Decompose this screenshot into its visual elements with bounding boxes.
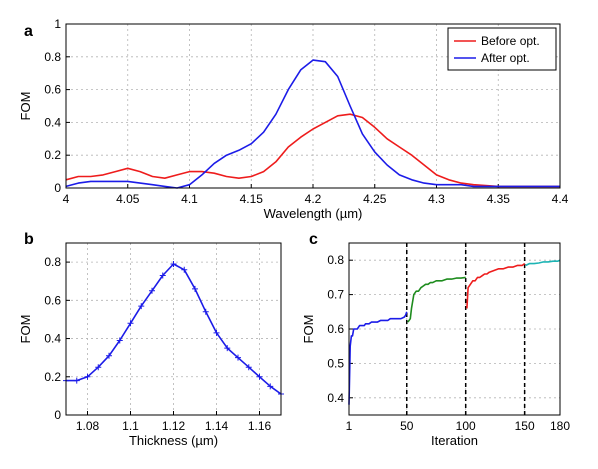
chart-panel-a: 4 4.05 4.1 4.15 4.2 4.25 4.3 4.35 4.4 0 0.2 0.4 0.6 0… (18, 17, 569, 221)
panel-a-x-tick-label: 4.35 (487, 192, 511, 206)
panel-a-y-tick-label: 0 (54, 181, 61, 195)
panel-b-point-marker (213, 329, 220, 336)
panel-c-axes-frame (348, 242, 561, 416)
panel-b-point-marker (235, 354, 241, 361)
panel-b-x-axis-label: Thickness (µm) (129, 433, 218, 448)
panel-b-point-marker (138, 303, 145, 310)
panel-a-x-tick-label: 4.05 (116, 192, 140, 206)
panel-b-x-tick-label: 1.16 (248, 419, 272, 433)
panel-a-x-tick-label: 4 (63, 192, 70, 206)
panel-b-point-marker (256, 373, 263, 380)
panel-a-y-tick-label: 0.2 (44, 148, 61, 162)
panel-a-legend: Before opt. After opt. (447, 27, 557, 71)
panel-c-line-series-1 (407, 276, 466, 323)
panel-c-x-tick-label: 50 (400, 419, 414, 433)
panel-a-y-tick-label: 0.4 (44, 115, 61, 129)
panel-b-point-marker (202, 308, 209, 315)
panel-c-line-series-3 (525, 259, 561, 267)
panel-a-legend-label: After opt. (481, 51, 530, 65)
panel-b-point-marker (245, 364, 252, 371)
panel-b-x-tick-label: 1.1 (122, 419, 139, 433)
panel-c-x-tick-label: 1 (346, 419, 353, 433)
panel-b-y-axis-label: FOM (18, 315, 33, 344)
panel-a-legend-label: Before opt. (481, 34, 540, 48)
panel-b-point-marker (73, 377, 80, 384)
panel-b-point-marker (267, 383, 274, 390)
panel-c-y-tick-label: 0.8 (327, 253, 344, 267)
panel-c-y-tick-label: 0.6 (327, 322, 344, 336)
panel-a-y-tick-label: 0.6 (44, 83, 61, 97)
panel-b-point-marker (192, 285, 198, 292)
panel-b-point-marker (84, 373, 91, 380)
panel-b-point-marker (127, 320, 134, 327)
panel-b-letter: b (24, 231, 34, 248)
panel-a-y-tick-label: 1 (54, 17, 61, 31)
panel-a-x-tick-label: 4.3 (428, 192, 445, 206)
panel-c-y-tick-label: 0.7 (327, 288, 344, 302)
panel-c-y-axis-label: FOM (301, 315, 316, 344)
panel-c-x-tick-label: 150 (515, 419, 535, 433)
panel-a-x-tick-label: 4.25 (363, 192, 387, 206)
panel-a-y-axis-label: FOM (18, 92, 33, 121)
panel-b-point-marker (106, 352, 112, 359)
panel-b-y-tick-label: 0.8 (44, 255, 61, 269)
panel-b-y-tick-label: 0.2 (44, 370, 61, 384)
panel-c-x-axis-label: Iteration (431, 433, 478, 448)
panel-a-x-tick-label: 4.4 (552, 192, 569, 206)
panel-a-line-before-opt (65, 113, 560, 188)
panel-a-x-axis-label: Wavelength (µm) (264, 206, 363, 221)
panel-b-point-marker (170, 261, 177, 268)
panel-c-y-tick-label: 0.5 (327, 356, 344, 370)
panel-c-y-tick-label: 0.4 (327, 391, 344, 405)
panel-a-legend-box (447, 27, 557, 71)
panel-b-point-marker (149, 287, 155, 294)
panel-a-x-tick-label: 4.1 (181, 192, 198, 206)
panel-a-y-tick-label: 0.8 (44, 50, 61, 64)
panel-a-x-tick-label: 4.15 (240, 192, 264, 206)
panel-b-y-tick-label: 0.4 (44, 332, 61, 346)
panel-c-line-series-2 (466, 262, 526, 309)
panel-b-axes-frame (65, 242, 282, 416)
panel-a-axes-frame (65, 23, 561, 189)
panel-b-point-marker (159, 272, 166, 279)
panel-b-x-tick-label: 1.14 (205, 419, 229, 433)
panel-c-x-tick-label: 100 (456, 419, 476, 433)
panel-a-x-tick-label: 4.2 (305, 192, 322, 206)
panel-a-line-after-opt (65, 59, 560, 189)
panel-b-x-tick-label: 1.08 (76, 419, 100, 433)
panel-b-x-tick-label: 1.12 (162, 419, 186, 433)
panel-c-letter: c (309, 231, 318, 248)
panel-b-y-tick-label: 0 (54, 408, 61, 422)
panel-c-line-series-0 (348, 311, 408, 405)
panel-a-letter: a (24, 23, 33, 40)
panel-b-point-marker (181, 266, 188, 273)
panel-b-point-marker (116, 337, 123, 344)
panel-c-x-tick-label: 180 (550, 419, 570, 433)
panel-b-point-marker (95, 364, 102, 371)
panel-b-y-tick-label: 0.6 (44, 293, 61, 307)
panel-b-point-marker (224, 345, 231, 352)
chart-panel-b: 1.08 1.1 1.12 1.14 1.16 0 0.2 0.4 0.6 0.8 Thicknes… (18, 242, 284, 448)
